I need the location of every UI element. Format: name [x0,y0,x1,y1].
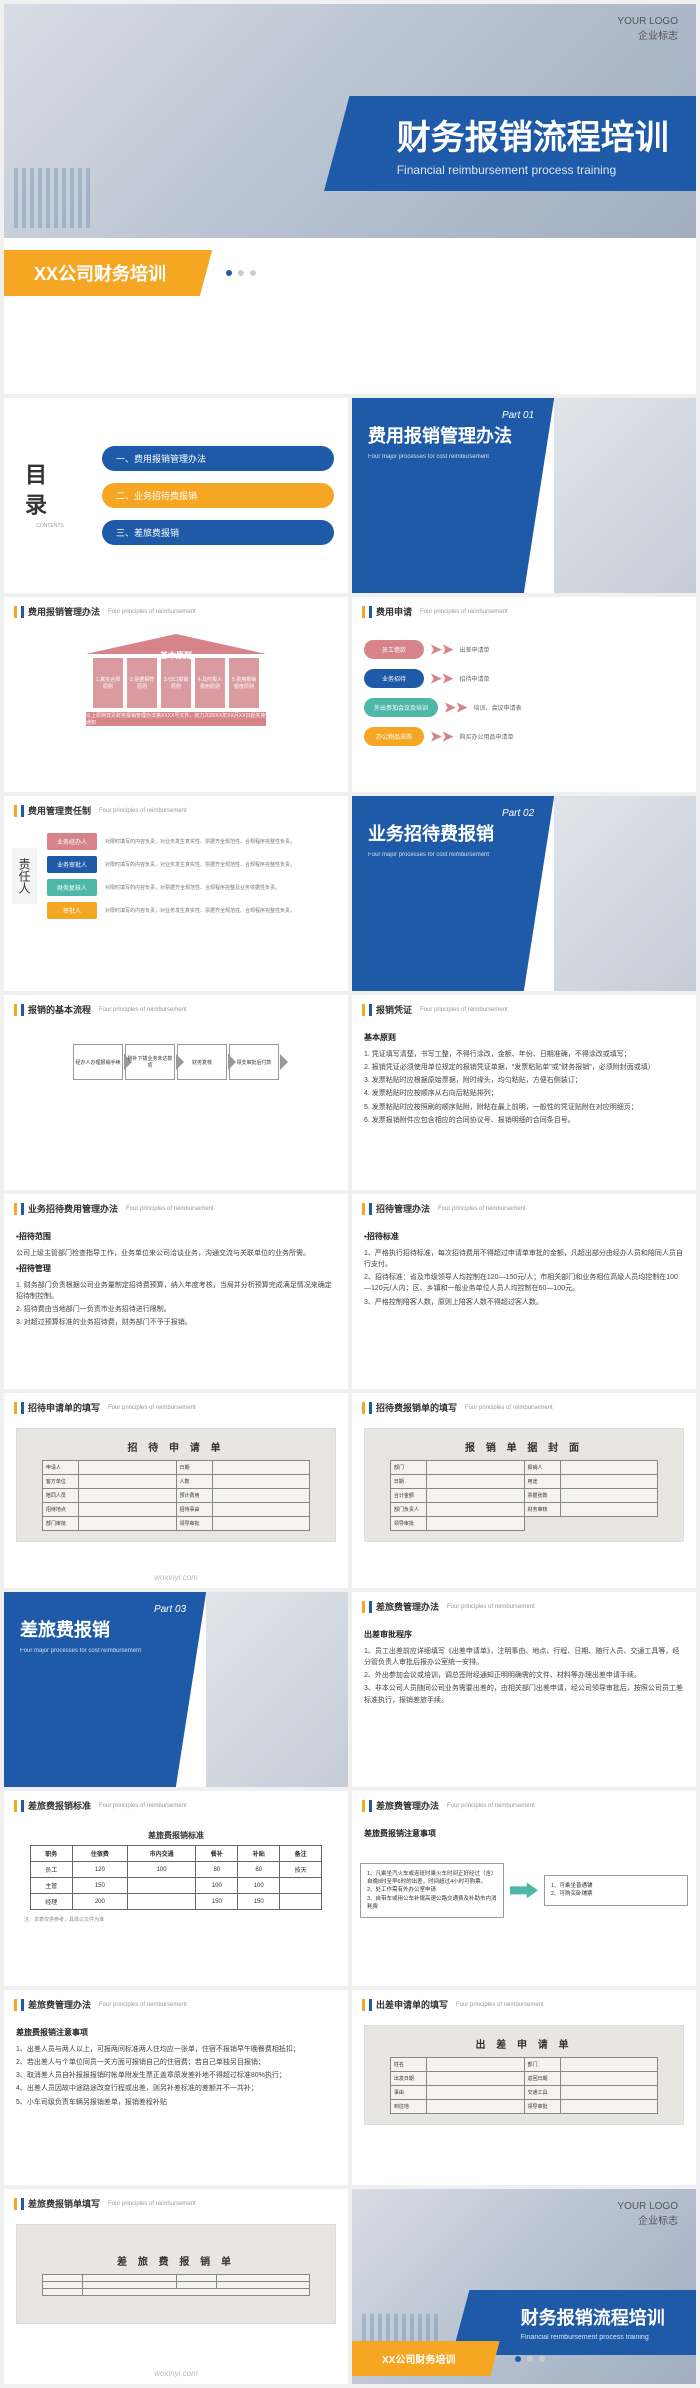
slide-form-travel-reimburse: 差旅费报销单填写Four principles of reimbursement… [4,2189,348,2384]
title-slide: YOUR LOGO企业标志 财务报销流程培训 Financial reimbur… [4,4,696,394]
toc-item-3: 三、差旅费报销 [102,520,334,545]
slide-standard: 差旅费报销标准Four principles of reimbursement … [4,1791,348,1986]
slide-travel-rule: 差旅费管理办法Four principles of reimbursement … [352,1592,696,1787]
main-title: 财务报销流程培训 [397,110,669,159]
slide-responsibility: 费用管理责任制Four principles of reimbursement … [4,796,348,991]
slide-apply: 费用申请Four principles of reimbursement 员工借… [352,597,696,792]
slide-form-apply: 招待申请单的填写Four principles of reimbursement… [4,1393,348,1588]
toc-slide: 目录 CONTENTS 一、费用报销管理办法 二、业务招待费报销 三、差旅费报销 [4,398,348,593]
closing-slide: YOUR LOGO企业标志 财务报销流程培训 Financial reimbur… [352,2189,696,2384]
slide-notice-flow: 差旅费管理办法Four principles of reimbursement … [352,1791,696,1986]
title-banner: 财务报销流程培训 Financial reimbursement process… [324,96,696,191]
slide-entertain-mgmt: 业务招待费用管理办法Four principles of reimburseme… [4,1194,348,1389]
slide-notice2: 差旅费管理办法Four principles of reimbursement … [4,1990,348,2185]
logo: YOUR LOGO企业标志 [617,2201,678,2227]
slide-form-travel-apply: 出差申请单的填写Four principles of reimbursement… [352,1990,696,2185]
logo: YOUR LOGO企业标志 [617,16,678,42]
company-label: XX公司财务培训 [34,260,166,286]
pager-dots [226,270,256,276]
section-2: Part 02 业务招待费报销 Four major processes for… [352,796,696,991]
section-3: Part 03 差旅费报销 Four major processes for c… [4,1592,348,1787]
slide-process: 报销的基本流程Four principles of reimbursement … [4,995,348,1190]
slide-voucher: 报销凭证Four principles of reimbursement 基本原… [352,995,696,1190]
arrow-icon [510,1882,538,1898]
toc-item-1: 一、费用报销管理办法 [102,446,334,471]
section-1: Part 01 费用报销管理办法 Four major processes fo… [352,398,696,593]
toc-item-2: 二、业务招待费报销 [102,483,334,508]
slide-form-reimburse: 招待费报销单的填写Four principles of reimbursemen… [352,1393,696,1588]
toc-label: 目录 [18,463,50,523]
slide-entertain-rule: 招待管理办法Four principles of reimbursement ▪… [352,1194,696,1389]
subtitle: Financial reimbursement process training [397,163,669,177]
slide-principles: 费用报销管理办法Four principles of reimbursement… [4,597,348,792]
